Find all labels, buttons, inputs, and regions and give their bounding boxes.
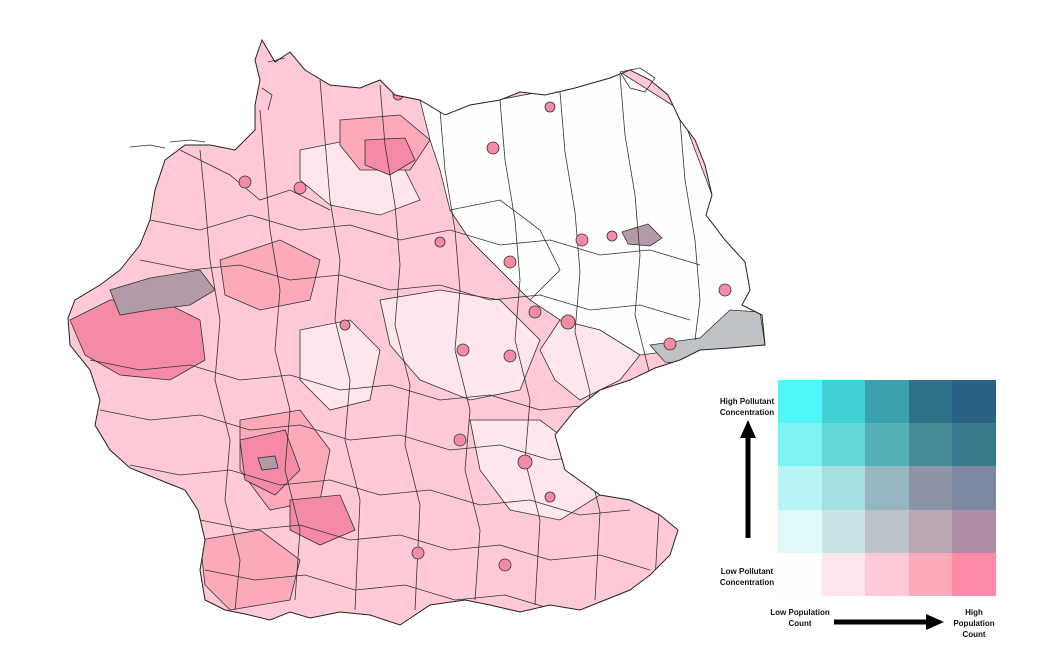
district-hamburg [364,137,416,176]
legend-cell [952,423,996,467]
district-stuttgart [289,494,356,546]
legend-cell [821,380,866,424]
legend-high-pollutant-label: High Pollutant Concentration [719,397,775,417]
legend-cell [865,423,909,467]
north-sea-islands [129,57,656,149]
district-frankfurt [257,455,279,471]
district-medium-3 [199,529,301,611]
districts [68,40,765,625]
legend-cell [952,509,996,553]
legend-cell [778,552,822,596]
district-hesse-light [299,319,381,411]
legend-cell [865,380,909,424]
legend-cell [778,466,822,510]
legend-cell [778,509,822,553]
legend-cell [821,466,866,510]
legend-cell [821,509,866,553]
legend-cell [908,380,953,424]
legend-low-pollutant-label: Low Pollutant Concentration [719,567,775,587]
legend-cell [865,509,909,553]
legend-cell [821,423,866,467]
legend-cell [952,466,996,510]
legend-cell [952,552,996,596]
district-northeast-b [449,199,561,301]
legend-cell [908,423,953,467]
legend-cell [865,552,909,596]
bivariate-legend-grid [778,380,996,596]
germany-outline [67,38,766,626]
district-berlin [621,223,663,247]
legend-cell [821,552,866,596]
legend-cell [865,466,909,510]
legend-cell [908,509,953,553]
legend-cell [908,466,953,510]
legend-low-population-label: Low Population Count [770,608,830,628]
district-medium-1 [219,239,321,311]
legend-cell [778,380,822,424]
legend-cell [952,380,996,424]
legend-horizontal-arrow [834,614,944,630]
city-enclaves [238,89,732,572]
legend-vertical-arrow [740,420,756,538]
legend-high-population-label: High Population Count [953,608,995,639]
district-borders [89,74,701,611]
legend-cell [908,552,953,596]
district-ruhr-mauve [109,269,216,316]
legend-cell [778,423,822,467]
